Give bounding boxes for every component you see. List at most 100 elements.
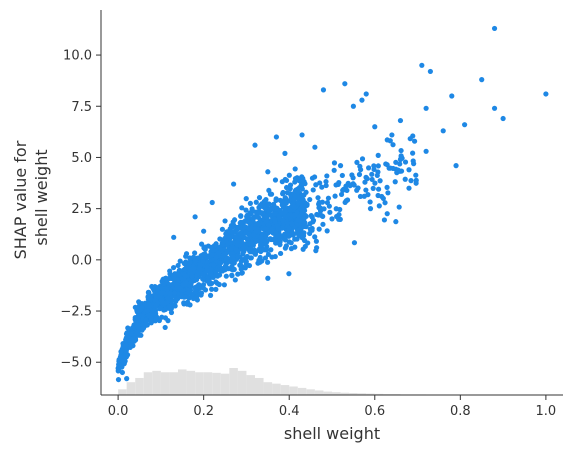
data-point — [229, 263, 235, 270]
data-point — [314, 211, 320, 218]
data-point — [267, 236, 273, 242]
data-point — [462, 122, 468, 128]
data-point — [282, 150, 288, 156]
data-point — [220, 239, 226, 246]
histogram-bar — [332, 392, 341, 395]
data-point — [320, 87, 327, 93]
histogram-bar — [374, 393, 384, 395]
data-point — [172, 297, 179, 303]
data-point — [336, 211, 342, 218]
x-tick-label: 0.8 — [450, 404, 471, 419]
data-point — [205, 277, 211, 283]
data-point — [343, 183, 349, 189]
y-tick-label: 2.5 — [71, 202, 92, 217]
data-point — [339, 172, 345, 179]
histogram-bar — [366, 393, 375, 395]
data-point — [302, 219, 308, 226]
data-point — [235, 271, 241, 277]
data-point — [299, 186, 305, 192]
data-point — [252, 142, 258, 148]
data-point — [280, 217, 286, 224]
histogram-bar — [143, 372, 153, 395]
data-point — [272, 219, 278, 225]
data-point — [413, 177, 419, 184]
data-point — [402, 159, 409, 165]
data-point — [264, 247, 270, 253]
data-point — [323, 182, 329, 189]
data-point — [256, 195, 263, 201]
histogram-bar — [212, 372, 221, 395]
data-point — [200, 258, 206, 264]
axes-layer — [100, 10, 563, 396]
data-point — [244, 253, 250, 260]
data-point — [398, 168, 405, 174]
data-point — [217, 260, 223, 266]
data-point — [324, 228, 330, 234]
data-point — [257, 202, 263, 209]
data-point — [115, 376, 122, 383]
histogram-layer — [118, 368, 461, 395]
data-point — [217, 236, 223, 242]
data-point — [423, 148, 429, 154]
data-point — [145, 294, 151, 300]
data-point — [275, 233, 281, 239]
data-point — [192, 289, 198, 295]
histogram-bar — [280, 385, 290, 395]
data-point — [272, 177, 279, 183]
data-point — [140, 325, 147, 331]
data-point — [291, 197, 297, 203]
data-point — [232, 234, 238, 240]
data-point — [307, 221, 313, 227]
data-point — [361, 193, 367, 199]
data-point — [287, 186, 293, 192]
data-point — [408, 178, 414, 184]
data-point — [366, 165, 372, 171]
data-point — [309, 214, 315, 220]
data-point — [381, 217, 388, 223]
data-point — [153, 293, 159, 299]
data-point — [491, 105, 498, 111]
data-point — [204, 253, 210, 260]
data-point — [188, 279, 194, 286]
data-point — [386, 165, 392, 171]
data-point — [267, 191, 274, 197]
data-point — [317, 180, 323, 186]
data-point — [369, 176, 375, 183]
data-point — [380, 195, 386, 202]
data-point — [224, 249, 230, 255]
histogram-bar — [135, 377, 144, 395]
histogram-bar — [263, 382, 273, 395]
data-point — [319, 199, 326, 205]
data-point — [397, 117, 404, 124]
data-point — [295, 217, 301, 223]
data-point — [294, 230, 300, 236]
data-point — [238, 266, 244, 272]
data-point — [182, 273, 188, 279]
data-point — [309, 175, 316, 181]
data-point — [283, 243, 289, 249]
histogram-bar — [160, 372, 170, 395]
histogram-bar — [349, 393, 358, 395]
data-point — [222, 267, 228, 273]
data-point — [423, 105, 429, 111]
data-point — [390, 142, 396, 148]
data-point — [265, 251, 272, 258]
data-point — [263, 233, 269, 239]
data-point — [192, 250, 198, 256]
data-point — [157, 305, 163, 311]
data-point — [128, 340, 134, 346]
data-point — [332, 193, 338, 199]
histogram-bar — [186, 370, 196, 395]
scatter-points-layer — [115, 25, 549, 383]
data-point — [187, 302, 193, 308]
data-point — [363, 174, 369, 180]
data-point — [119, 369, 125, 376]
data-point — [221, 282, 227, 288]
data-point — [397, 161, 403, 167]
data-point — [231, 258, 237, 264]
data-point — [396, 204, 402, 210]
data-point — [175, 262, 181, 269]
data-point — [320, 213, 326, 219]
data-point — [479, 77, 485, 83]
